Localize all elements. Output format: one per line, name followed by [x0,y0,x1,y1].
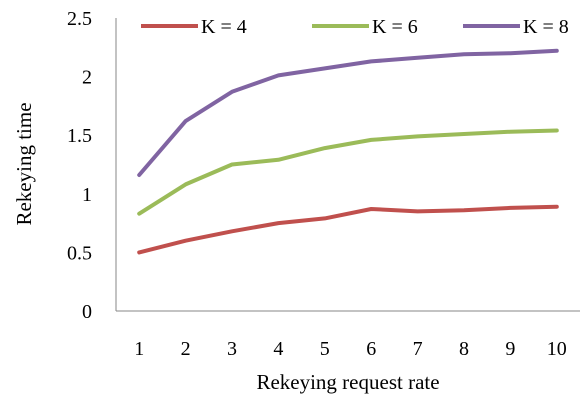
y-tick-label: 2.5 [67,8,92,30]
x-tick-label: 9 [505,338,515,360]
x-tick-label: 4 [273,338,283,360]
legend-label: K = 4 [201,16,247,38]
series-line-3 [137,48,559,177]
x-tick-label: 6 [366,338,376,360]
x-tick-label: 10 [547,338,567,360]
x-tick-label: 3 [227,338,237,360]
y-tick-label: 1 [82,184,92,206]
series-line-2 [137,128,559,216]
y-tick-label: 1.5 [67,125,92,147]
y-tick-label: 0 [82,301,92,323]
plot-area [115,18,580,312]
legend-label: K = 6 [372,16,418,38]
x-tick-label: 2 [181,338,191,360]
x-axis-ticks: 1 2 3 4 5 6 7 8 9 10 [134,338,567,360]
x-axis-label: Rekeying request rate [256,370,439,394]
series-line-1 [137,204,559,255]
legend-label: K = 8 [523,16,569,38]
x-tick-label: 5 [320,338,330,360]
series-lines [137,48,559,255]
y-tick-label: 0.5 [67,242,92,264]
x-tick-label: 8 [459,338,469,360]
y-axis-label: Rekeying time [12,102,36,225]
x-tick-label: 7 [413,338,423,360]
y-tick-label: 2 [82,67,92,89]
y-axis-ticks: 0 0.5 1 1.5 2 2.5 [67,8,92,323]
legend: K = 4 K = 6 K = 8 [141,16,569,38]
x-tick-label: 1 [134,338,144,360]
